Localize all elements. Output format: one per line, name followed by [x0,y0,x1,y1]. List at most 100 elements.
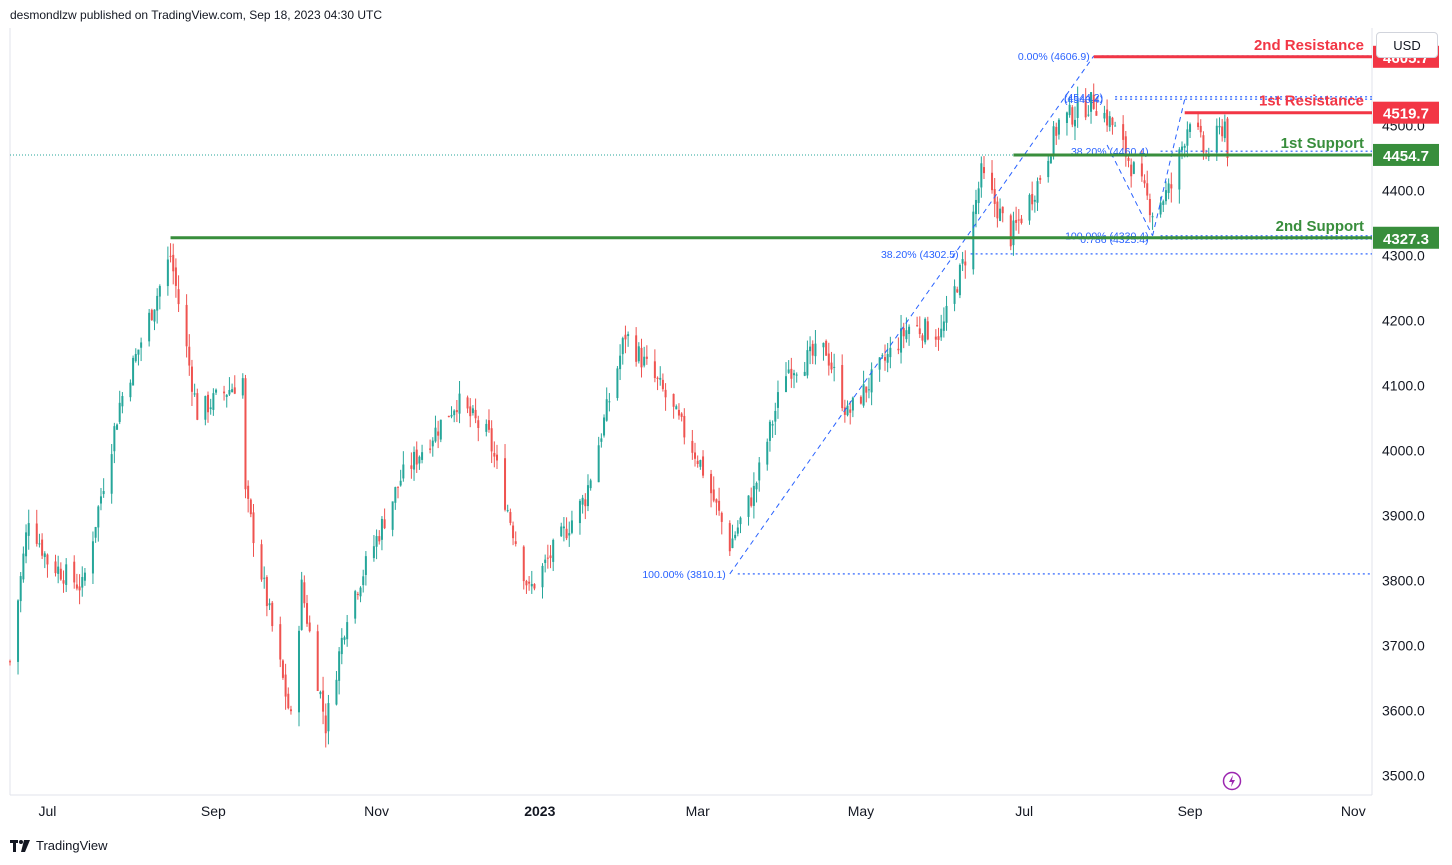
candle-body [1020,218,1023,223]
candle-body [578,500,581,524]
candle-body [447,415,450,418]
candle-body [391,501,394,530]
candle-body [1197,122,1200,128]
fib-level-label: (4540.4) [1064,94,1103,106]
candle-body [8,661,12,663]
candle-body [1015,219,1018,223]
candle-body [402,464,405,479]
candle-body [1073,119,1076,127]
candle-body [495,454,499,461]
candle-body [225,394,228,397]
candle-body [410,465,413,469]
candle-body [316,631,319,691]
candle-body [434,427,437,442]
candle-body [822,342,825,348]
candle-body [702,456,705,476]
candle-body [27,523,30,536]
candle-body [841,365,844,409]
candle-body [62,580,65,584]
x-tick-label: Sep [201,803,226,819]
flash-icon[interactable] [1222,771,1242,791]
candle-body [999,208,1002,221]
candle-body [140,342,143,348]
candle-body [1065,112,1068,124]
candle-body [474,409,477,419]
candle-body [900,328,903,353]
candle-body [552,539,555,562]
x-tick-label: Nov [364,803,389,819]
candle-body [1031,194,1034,205]
candle-body [268,603,271,606]
candle-body [1084,99,1087,118]
candle-body [1049,156,1052,164]
candle-body [1124,136,1127,157]
candle-body [22,553,25,580]
candle-body [1202,135,1205,153]
candle-body [110,454,113,494]
candle-body [672,393,675,407]
candle-body [1183,145,1186,148]
candle-body [859,396,862,404]
candle-body [265,577,268,607]
candle-body [372,546,375,559]
y-tick-label: 4200.0 [1382,313,1425,329]
candle-body [1178,149,1181,190]
candle-body [645,356,648,359]
candle-body [921,335,924,341]
candle-body [752,485,755,506]
candle-body [953,286,956,304]
candle-body [637,346,640,362]
candle-body [1130,164,1133,177]
candle-body [73,561,76,583]
candle-body [166,259,169,287]
candle-body [129,382,132,398]
candle-body [736,527,739,534]
candle-body [747,495,750,517]
candle-body [228,389,231,395]
candle-body [1090,92,1093,112]
candle-body [83,572,86,581]
candle-body [603,417,606,436]
currency-button[interactable]: USD [1376,32,1438,58]
resistance-price-tag [1373,101,1439,124]
footer: TradingView [10,838,108,853]
candle-body [338,651,341,681]
candle-body [359,587,362,597]
fib-trend-line [1106,144,1154,236]
candle-body [394,487,397,503]
candle-body [279,624,282,660]
candle-body [223,391,226,394]
candle-body [54,561,57,574]
candle-body [169,255,172,257]
candle-body [429,448,432,450]
candle-body [771,424,774,426]
tradingview-logo-icon [10,839,30,852]
candle-body [1127,157,1130,161]
candle-body [849,409,852,413]
candle-body [530,583,533,587]
candle-body [811,343,814,356]
candle-body [616,368,619,399]
candle-body [980,163,983,188]
candle-body [215,389,218,393]
candle-body [174,267,177,286]
candle-body [908,326,911,335]
candle-body [1055,126,1058,136]
candle-body [35,523,38,544]
candle-body [231,389,234,393]
candle-body [1095,111,1098,116]
candle-body [1132,162,1135,174]
candle-body [281,660,284,678]
candle-body [1106,109,1109,126]
candle-body [399,480,402,486]
candle-body [533,584,536,589]
candle-body [1012,220,1015,246]
candle-body [635,335,638,362]
candle-body [793,373,796,376]
candle-body [1114,125,1117,127]
candle-body [1076,99,1079,118]
candle-body [694,452,697,459]
candle-body [1218,125,1221,128]
candle-body [78,586,81,591]
